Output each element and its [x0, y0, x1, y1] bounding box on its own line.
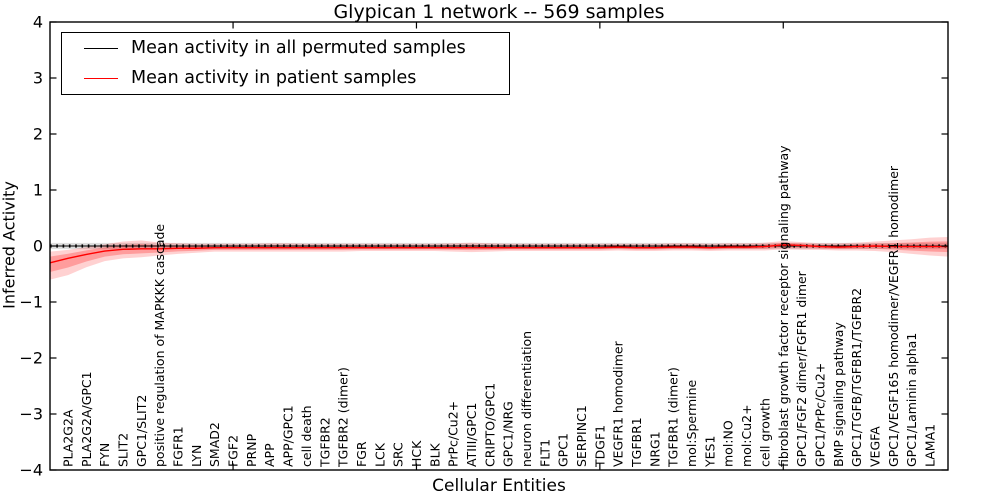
- x-tick-label: APP: [262, 443, 277, 467]
- x-axis-label: Cellular Entities: [432, 476, 566, 496]
- y-tick-label: −2: [19, 349, 43, 368]
- x-tick-label: LAMA1: [922, 424, 937, 467]
- x-tick-label: YES1: [702, 436, 717, 468]
- x-tick-label: LYN: [189, 445, 204, 467]
- x-tick-label: PLA2G2A: [61, 409, 76, 467]
- legend-entry-label: Mean activity in all permuted samples: [131, 38, 466, 58]
- x-tick-label: SERPINC1: [574, 405, 589, 467]
- x-tick-label: APP/GPC1: [281, 405, 296, 467]
- y-tick-label: −3: [19, 405, 43, 424]
- x-tick-label: cell growth: [757, 398, 772, 467]
- x-tick-label: LCK: [372, 442, 387, 467]
- x-tick-label: TGFBR1 (dimer): [666, 367, 681, 468]
- x-tick-label: BLK: [427, 442, 442, 467]
- x-tick-label: GPC1/PrPc/Cu2+: [812, 363, 827, 467]
- x-tick-label: SMAD2: [207, 422, 222, 467]
- x-tick-label: BMP signaling pathway: [831, 322, 846, 467]
- x-tick-label: TDGF1: [592, 425, 607, 468]
- x-axis-ticks: [232, 22, 784, 470]
- x-tick-label: CRIPTO/GPC1: [482, 383, 497, 467]
- x-tick-label: TGFBR2: [317, 417, 332, 468]
- x-tick-label: VEGFA: [867, 426, 882, 467]
- y-tick-label: 4: [33, 13, 43, 32]
- x-tick-label: FYN: [97, 443, 112, 467]
- y-tick-label: 3: [33, 69, 43, 88]
- legend: Mean activity in all permuted samples Me…: [61, 32, 510, 95]
- y-tick-label: 2: [33, 125, 43, 144]
- x-tick-label: TGFBR1: [629, 417, 644, 468]
- x-tick-label: GPC1/TGFB/TGFBR1/TGFBR2: [849, 288, 864, 467]
- x-tick-label: positive regulation of MAPKKK cascade: [152, 224, 167, 467]
- plot-border: [49, 21, 949, 471]
- y-tick-label: 1: [33, 181, 43, 200]
- x-tick-label: PrPc/Cu2+: [446, 401, 461, 467]
- x-tick-label: neuron differentiation: [519, 331, 534, 467]
- x-tick-label: FGF2: [226, 435, 241, 467]
- x-tick-label: TGFBR2 (dimer): [336, 367, 351, 468]
- y-tick-label: −1: [19, 293, 43, 312]
- x-tick-label: cell death: [299, 405, 314, 467]
- x-tick-label: GPC1: [556, 433, 571, 467]
- x-tick-label: PLA2G2A/GPC1: [79, 371, 94, 467]
- x-tick-label: GPC1/FGF2 dimer/FGFR1 dimer: [794, 270, 809, 467]
- x-tick-label: GPC1/NRG: [501, 401, 516, 467]
- chart-title: Glypican 1 network -- 569 samples: [333, 1, 665, 23]
- x-tick-label: mol:Spermine: [684, 379, 699, 467]
- x-tick-label: VEGFR1 homodimer: [611, 340, 626, 467]
- x-tick-label: GPC1/VEGF165 homodimer/VEGFR1 homodimer: [886, 165, 901, 467]
- y-tick-label: −4: [19, 461, 43, 480]
- x-tick-label: mol:Cu2+: [739, 404, 754, 467]
- x-tick-label: mol:NO: [721, 420, 736, 467]
- x-tick-label: NRG1: [647, 431, 662, 467]
- x-tick-label: GPC1/SLIT2: [134, 395, 149, 467]
- x-tick-label: GPC1/Laminin alpha1: [904, 333, 919, 467]
- x-tick-label: ATIII/GPC1: [464, 403, 479, 467]
- legend-entry-label: Mean activity in patient samples: [131, 68, 417, 88]
- y-axis-ticks: −4 −3 −2 −1 0 1 2 3 4: [19, 13, 948, 480]
- legend-entry-permuted: Mean activity in all permuted samples: [62, 33, 509, 63]
- legend-entry-patient: Mean activity in patient samples: [62, 63, 509, 93]
- x-tick-label: PRNP: [244, 433, 259, 467]
- x-tick-label: FLT1: [537, 439, 552, 467]
- x-tick-label: HCK: [409, 440, 424, 467]
- x-tick-label: SRC: [391, 442, 406, 467]
- permuted-line-swatch: [84, 47, 118, 49]
- x-tick-label: FGR: [354, 441, 369, 467]
- x-tick-label: fibroblast growth factor receptor signal…: [776, 145, 791, 467]
- x-tick-label: SLIT2: [116, 433, 131, 467]
- patient-line: [49, 244, 948, 264]
- x-tick-labels: PLA2G2A PLA2G2A/GPC1 FYN SLIT2 GPC1/SLIT2 pos…: [61, 145, 938, 468]
- y-tick-label: 0: [33, 237, 43, 256]
- patient-line-swatch: [84, 77, 118, 79]
- x-tick-label: FGFR1: [171, 426, 186, 467]
